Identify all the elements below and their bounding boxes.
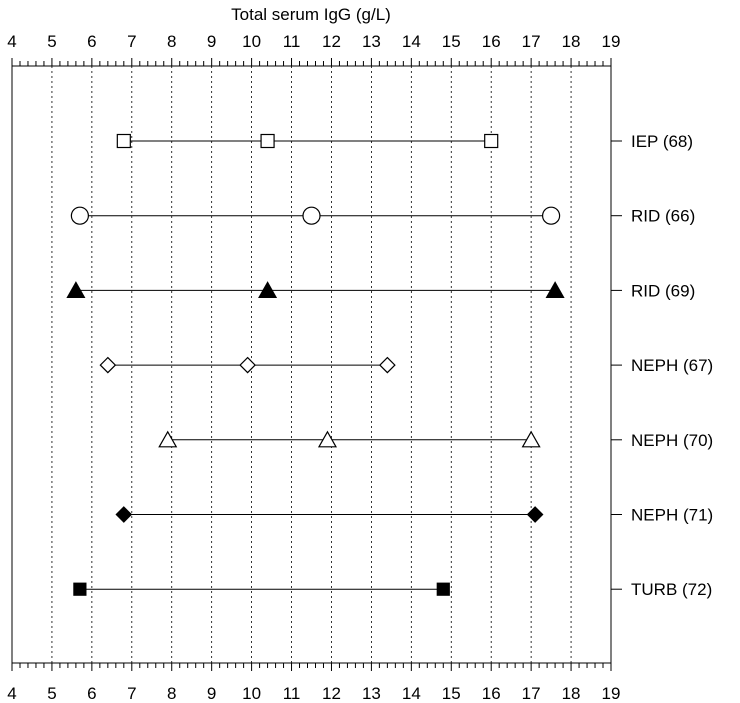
x-tick-label: 13 (362, 32, 381, 51)
x-tick-label: 10 (242, 684, 261, 703)
square-marker (436, 582, 450, 596)
x-tick-label: 13 (362, 684, 381, 703)
series-layer (66, 133, 565, 596)
x-tick-label: 11 (283, 32, 301, 51)
x-tick-label: 16 (482, 684, 501, 703)
triangle-marker (521, 430, 541, 448)
diamond-marker (239, 356, 256, 374)
x-tick-label: 17 (522, 684, 541, 703)
category-label: RID (66) (631, 207, 695, 226)
series-row (73, 582, 450, 596)
category-label: NEPH (67) (631, 356, 713, 375)
square-marker (73, 582, 87, 596)
circle-marker (70, 206, 89, 225)
x-tick-label: 8 (167, 32, 176, 51)
grid-lines (51, 66, 572, 663)
series-row (116, 133, 499, 149)
x-tick-label: 12 (322, 32, 341, 51)
category-axis: IEP (68) RID (66) RID (69) NEPH (67) NEPH (7… (611, 132, 713, 599)
x-tick-label: 6 (87, 684, 96, 703)
diamond-marker (526, 506, 544, 523)
category-label: NEPH (71) (631, 506, 713, 525)
x-axis-label: Total serum IgG (g/L) (231, 5, 391, 24)
triangle-marker (258, 281, 278, 298)
x-tick-label: 7 (127, 684, 136, 703)
triangle-marker (66, 281, 86, 298)
bottom-axis: 4 5 6 7 8 9 10 11 12 13 14 15 16 17 18 19 (7, 663, 620, 703)
triangle-marker (317, 430, 338, 448)
x-tick-label: 6 (87, 32, 96, 51)
x-tick-label: 18 (562, 32, 581, 51)
x-tick-label: 15 (442, 684, 461, 703)
x-tick-label: 9 (207, 684, 216, 703)
category-label: TURB (72) (631, 580, 712, 599)
x-tick-label: 14 (402, 684, 421, 703)
category-label: RID (69) (631, 281, 695, 300)
x-tick-label: 7 (127, 32, 136, 51)
circle-marker (302, 206, 321, 225)
series-row (66, 281, 565, 298)
x-tick-label: 8 (167, 684, 176, 703)
x-tick-label: 14 (402, 32, 421, 51)
diamond-marker (379, 356, 396, 374)
x-tick-label: 19 (602, 684, 621, 703)
diamond-marker (115, 506, 133, 523)
x-tick-label: 10 (242, 32, 261, 51)
x-tick-label: 16 (482, 32, 501, 51)
series-row (115, 506, 544, 523)
series-row (70, 206, 561, 225)
category-label: IEP (68) (631, 132, 693, 151)
x-tick-label: 15 (442, 32, 461, 51)
category-label: NEPH (70) (631, 431, 713, 450)
square-marker (484, 133, 499, 149)
x-tick-label: 19 (602, 32, 621, 51)
x-tick-label: 11 (283, 684, 301, 703)
square-marker (260, 133, 275, 149)
square-marker (116, 133, 131, 149)
x-tick-label: 4 (7, 684, 16, 703)
series-row (158, 430, 541, 448)
series-row (99, 356, 396, 374)
plot-frame (11, 65, 612, 664)
triangle-marker (545, 281, 565, 298)
x-tick-label: 17 (522, 32, 541, 51)
x-tick-label: 4 (7, 32, 16, 51)
circle-marker (541, 206, 561, 225)
x-tick-label: 5 (47, 684, 56, 703)
triangle-marker (158, 430, 178, 448)
x-tick-label: 12 (322, 684, 341, 703)
top-axis: 4 5 6 7 8 9 10 11 12 13 14 15 16 17 18 19 (7, 32, 620, 66)
x-tick-label: 18 (562, 684, 581, 703)
x-tick-label: 5 (47, 32, 56, 51)
x-tick-label: 9 (207, 32, 216, 51)
diamond-marker (99, 356, 117, 374)
